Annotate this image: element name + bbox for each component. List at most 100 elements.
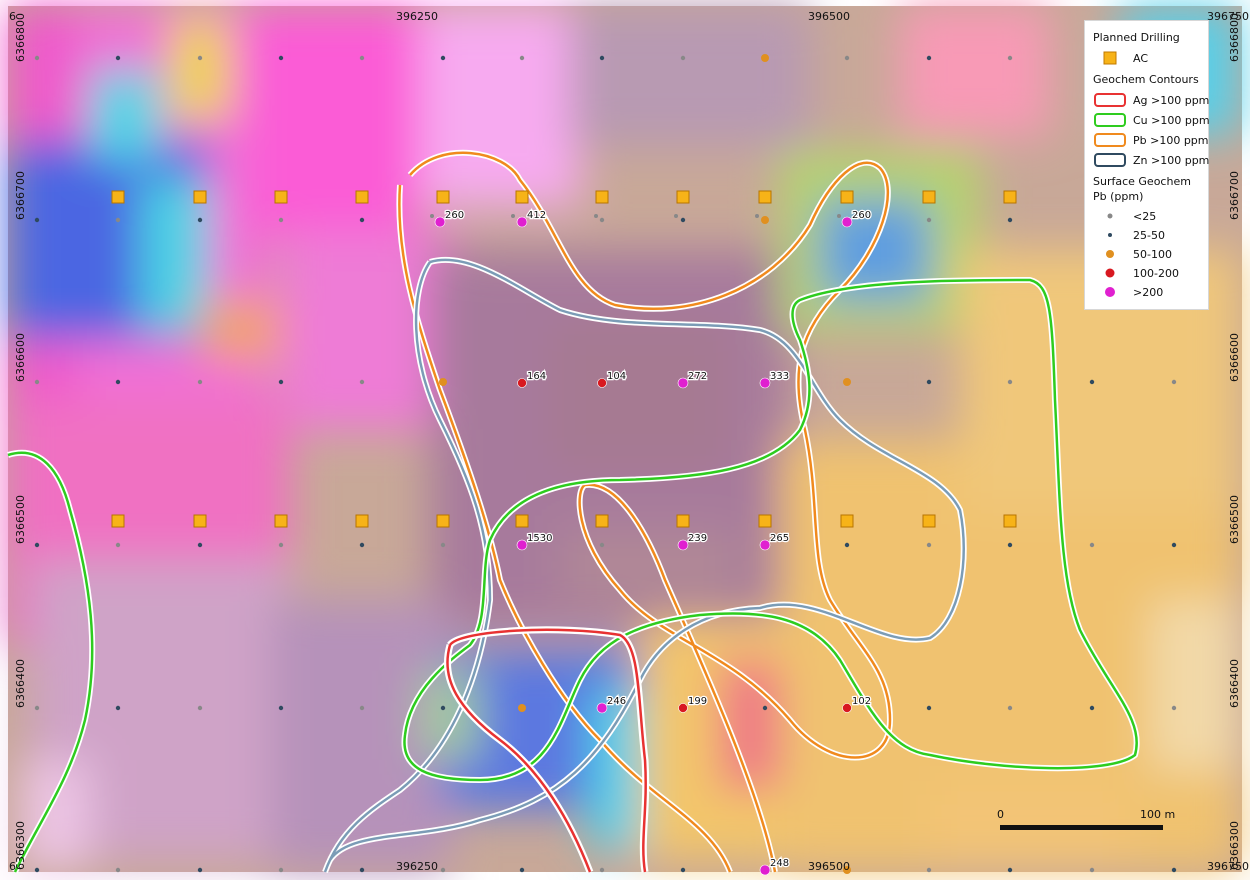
ac-drill-hole-icon[interactable] [595,190,609,204]
ac-drill-hole-icon[interactable] [274,514,288,528]
sample-dot [197,55,203,61]
ac-drill-hole-icon[interactable] [922,190,936,204]
sample-high-dot[interactable] [759,864,771,876]
ac-drill-hole-icon[interactable] [193,514,207,528]
sample-dot [519,55,525,61]
sample-dot [440,542,446,548]
sample-value-label: 164 [527,371,546,382]
ac-drill-hole-icon[interactable] [274,190,288,204]
ac-drill-hole-icon[interactable] [355,190,369,204]
sample-high-dot[interactable] [596,702,608,714]
sample-dot [115,867,121,873]
sample-high-dot[interactable] [759,377,771,389]
legend-planned-drilling-title: Planned Drilling [1093,31,1180,44]
legend-class-gt200-label: >200 [1133,286,1164,299]
sample-high-dot[interactable] [677,377,689,389]
sample-value-label: 199 [688,696,707,707]
sample-high-dot[interactable] [841,216,853,228]
sample-dot [1171,542,1177,548]
sample-dot [1089,867,1095,873]
sample-dot [1007,55,1013,61]
ac-drill-hole-icon[interactable] [193,190,207,204]
sample-high-dot[interactable] [516,216,528,228]
ac-drill-hole-icon[interactable] [758,190,772,204]
ac-drill-hole-icon[interactable] [676,514,690,528]
sample-high-dot[interactable] [842,703,852,713]
bottom-x-label-0: 6 [9,860,16,873]
sample-dot [680,217,686,223]
sample-dot [1007,217,1013,223]
scale-bar: 0 100 m [997,808,1175,830]
sample-dot [926,705,932,711]
sample-dot [359,542,365,548]
legend-class-lt25-label: <25 [1133,210,1157,223]
ac-drill-hole-icon[interactable] [515,514,529,528]
sample-dot [115,379,121,385]
ac-drill-hole-icon[interactable] [595,514,609,528]
sample-dot [844,55,850,61]
sample-dot [599,867,605,873]
sample-value-label: 260 [852,210,871,221]
surface-samples-high: 260 412 260 164 104 272 333 1530 239 265 246 199 102… [434,209,872,876]
sample-high-dot[interactable] [434,216,446,228]
sample-dot [115,55,121,61]
legend-class-25-50-label: 25-50 [1133,229,1165,242]
sample-high-dot[interactable] [517,378,527,388]
legend-surface-subtitle: Pb (ppm) [1093,190,1144,203]
sample-dot [926,867,932,873]
ac-drill-hole-icon[interactable] [436,190,450,204]
sample-high-dot[interactable] [759,539,771,551]
sample-high-dot[interactable] [677,539,689,551]
geochem-contours [7,149,1140,874]
sample-dot [197,379,203,385]
legend-zn-label: Zn >100 ppm [1133,154,1210,167]
zn-contour [322,256,967,874]
navy-dot-icon [1108,233,1112,237]
left-y-label-5: 6366300 [14,821,27,870]
top-x-label-3: 396750 [1207,10,1249,23]
ac-drill-hole-icon[interactable] [840,514,854,528]
ac-drill-hole-icon[interactable] [922,514,936,528]
sample-value-label: 104 [607,371,626,382]
sample-dot [843,866,851,874]
sample-value-label: 246 [607,696,626,707]
magenta-dot-icon [1105,287,1115,297]
sample-dot [197,705,203,711]
legend-cu-label: Cu >100 ppm [1133,114,1210,127]
ac-drill-hole-icon[interactable] [1003,514,1017,528]
scale-bar-end-label: 100 m [1140,808,1175,821]
sample-dot [926,379,932,385]
legend-class-100-200-label: 100-200 [1133,267,1179,280]
sample-dot [1089,542,1095,548]
sample-high-dot[interactable] [678,703,688,713]
left-y-label-4: 6366400 [14,659,27,708]
sample-dot [1007,867,1013,873]
ac-drill-hole-icon[interactable] [111,514,125,528]
legend-pb-label: Pb >100 ppm [1133,134,1209,147]
sample-dot [359,379,365,385]
sample-high-dot[interactable] [516,539,528,551]
sample-dot [755,214,759,218]
sample-dot [359,217,365,223]
ac-drill-hole-icon[interactable] [676,190,690,204]
sample-value-label: 412 [527,210,546,221]
left-y-label-0: 6366800 [14,13,27,62]
ac-drill-hole-icon[interactable] [758,514,772,528]
top-x-label-2: 396500 [808,10,850,23]
sample-high-dot[interactable] [597,378,607,388]
sample-dot [680,867,686,873]
orange-dot-icon [1106,250,1114,258]
sample-dot [440,55,446,61]
ac-drill-hole-icon[interactable] [1003,190,1017,204]
sample-dot [1089,705,1095,711]
ac-drill-hole-icon[interactable] [436,514,450,528]
sample-value-label: 333 [770,371,789,382]
sample-dot [1007,542,1013,548]
ac-drill-hole-icon[interactable] [840,190,854,204]
ac-drill-hole-icon[interactable] [111,190,125,204]
ac-drill-hole-icon[interactable] [515,190,529,204]
sample-dot [278,217,284,223]
sample-dot [439,378,447,386]
ac-drill-hole-icon[interactable] [355,514,369,528]
